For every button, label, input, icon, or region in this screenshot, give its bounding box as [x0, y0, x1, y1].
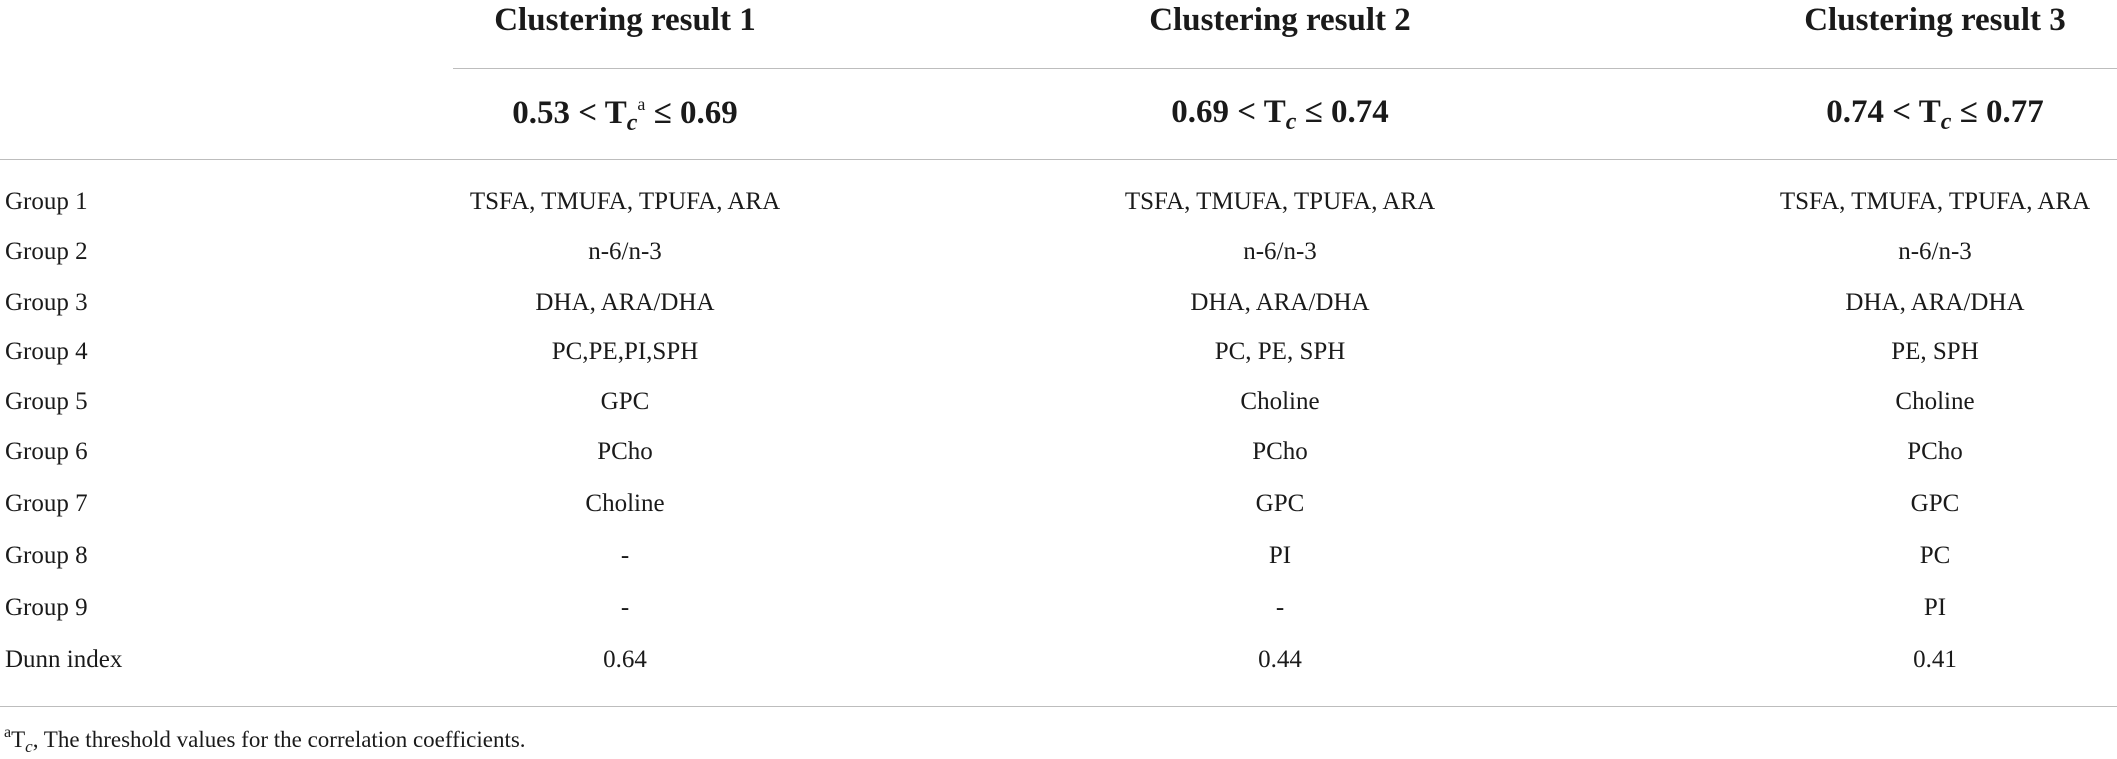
- table-bottom-rule: [0, 706, 2117, 707]
- table-cell: TSFA, TMUFA, TPUFA, ARA: [1779, 188, 2091, 215]
- table-cell: TSFA, TMUFA, TPUFA, ARA: [1124, 188, 1436, 215]
- table-cell: Choline: [1240, 388, 1320, 415]
- table-cell: GPC: [600, 388, 650, 415]
- table-cell: GPC: [1255, 490, 1305, 517]
- table-cell: 0.41: [1913, 646, 1957, 673]
- table-cell: -: [620, 542, 630, 569]
- row-label: Group 7: [5, 490, 88, 517]
- row-label: Group 4: [5, 338, 88, 365]
- table-cell: n-6/n-3: [1898, 238, 1972, 265]
- table-cell: n-6/n-3: [1243, 238, 1317, 265]
- threshold-cluster-1: 0.53 < Tca ≤ 0.69: [512, 94, 738, 136]
- table-footnote: aTc, The threshold values for the correl…: [4, 724, 526, 756]
- table-cell: DHA, ARA/DHA: [1845, 289, 2025, 316]
- table-cell: Choline: [1895, 388, 1975, 415]
- table-cell: PCho: [597, 438, 653, 465]
- table-cell: PI: [1268, 542, 1292, 569]
- table-cell: DHA, ARA/DHA: [535, 289, 715, 316]
- row-label: Group 1: [5, 188, 88, 215]
- table-cell: n-6/n-3: [588, 238, 662, 265]
- header-cluster-2: Clustering result 2: [1149, 2, 1411, 38]
- row-label: Group 5: [5, 388, 88, 415]
- row-label: Group 6: [5, 438, 88, 465]
- table-cell: PE, SPH: [1891, 338, 1979, 365]
- table-cell: PC,PE,PI,SPH: [551, 338, 699, 365]
- table-cell: PI: [1923, 594, 1947, 621]
- table-cell: 0.44: [1258, 646, 1302, 673]
- header-cluster-1: Clustering result 1: [494, 2, 756, 38]
- table-cell: Choline: [585, 490, 665, 517]
- table-cell: PCho: [1252, 438, 1308, 465]
- row-label: Group 8: [5, 542, 88, 569]
- threshold-cluster-3: 0.74 < Tc ≤ 0.77: [1826, 94, 2044, 135]
- row-label: Group 9: [5, 594, 88, 621]
- table-cell: PCho: [1907, 438, 1963, 465]
- row-label: Dunn index: [5, 646, 123, 673]
- table-cell: 0.64: [603, 646, 647, 673]
- table-cell: -: [1275, 594, 1285, 621]
- table-cell: PC, PE, SPH: [1214, 338, 1346, 365]
- table-top-rule: [0, 159, 2117, 160]
- table-cell: TSFA, TMUFA, TPUFA, ARA: [469, 188, 781, 215]
- table-cell: DHA, ARA/DHA: [1190, 289, 1370, 316]
- table-cell: PC: [1919, 542, 1951, 569]
- header-cluster-3: Clustering result 3: [1804, 2, 2066, 38]
- row-label: Group 2: [5, 238, 88, 265]
- table-cell: GPC: [1910, 490, 1960, 517]
- threshold-cluster-2: 0.69 < Tc ≤ 0.74: [1171, 94, 1389, 135]
- row-label: Group 3: [5, 289, 88, 316]
- header-divider: [453, 68, 2117, 69]
- table-cell: -: [620, 594, 630, 621]
